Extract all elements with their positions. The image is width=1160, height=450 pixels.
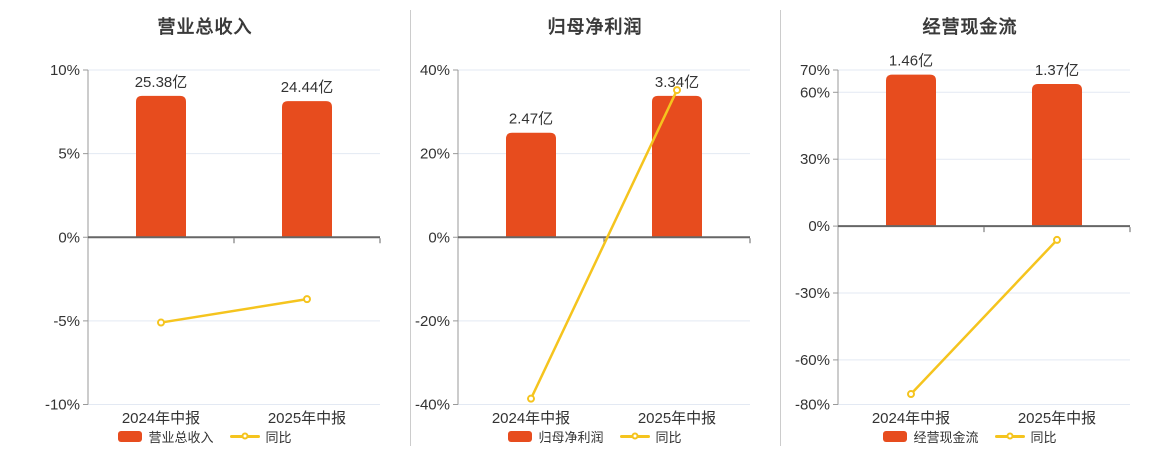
yoy-marker-2025年中报[interactable] bbox=[1053, 235, 1061, 244]
line-legend-label[interactable]: 同比 bbox=[1030, 429, 1057, 445]
y-tick-label: 5% bbox=[58, 146, 80, 163]
x-category-label: 2025年中报 bbox=[268, 410, 346, 427]
line-legend-label[interactable]: 同比 bbox=[655, 429, 682, 445]
y-tick-label: 10% bbox=[50, 62, 80, 79]
y-tick-label: -40% bbox=[415, 397, 450, 414]
bar-value-label: 3.34亿 bbox=[655, 74, 699, 91]
chart-panel-revenue: 10% 5% 0% -5% -10% 25.38亿 24.44亿 2024年中报 2025年中报… bbox=[0, 0, 410, 450]
bar-legend-label[interactable]: 归母净利润 bbox=[538, 429, 604, 445]
yoy-line[interactable] bbox=[529, 88, 679, 400]
y-tick-label: -10% bbox=[45, 397, 80, 414]
bar-legend-swatch[interactable] bbox=[118, 430, 143, 442]
chart-panel-net-profit: 40% 20% 0% -20% -40% 2.47亿 3.34亿 2024年中报 2025年中报… bbox=[410, 0, 780, 450]
y-tick-label: 40% bbox=[420, 62, 450, 79]
chart-title: 营业总收入 bbox=[157, 17, 253, 37]
bar-2025年中报[interactable] bbox=[1032, 84, 1082, 227]
y-tick-label: 20% bbox=[420, 146, 450, 163]
bar-legend-label[interactable]: 营业总收入 bbox=[148, 429, 214, 445]
chart-legend: 归母净利润 同比 bbox=[410, 428, 780, 445]
bar-value-label: 24.44亿 bbox=[281, 79, 334, 96]
net-profit-chart-canvas: 40% 20% 0% -20% -40% 2.47亿 3.34亿 2024年中报 2025年中报 bbox=[415, 62, 751, 427]
chart-title: 归母净利润 bbox=[547, 17, 643, 37]
y-tick-label: -5% bbox=[53, 313, 80, 330]
y-tick-label: -60% bbox=[795, 352, 830, 369]
bar-2025年中报[interactable] bbox=[282, 101, 332, 238]
chart-title: 经营现金流 bbox=[922, 17, 1018, 37]
revenue-chart-canvas: 10% 5% 0% -5% -10% 25.38亿 24.44亿 2024年中报 2025年中报 bbox=[45, 62, 381, 427]
bar-value-label: 1.46亿 bbox=[889, 53, 933, 70]
chart-legend: 营业总收入 同比 bbox=[0, 428, 410, 445]
legend-circle-icon bbox=[241, 432, 248, 440]
line-legend-marker[interactable] bbox=[994, 429, 1025, 443]
y-tick-label: 0% bbox=[428, 229, 450, 246]
bar-value-label: 25.38亿 bbox=[135, 74, 188, 91]
bar-2024年中报[interactable] bbox=[136, 95, 186, 238]
chart-legend: 经营现金流 同比 bbox=[780, 428, 1160, 445]
x-category-label: 2024年中报 bbox=[492, 410, 570, 427]
x-category-label: 2024年中报 bbox=[872, 410, 950, 427]
line-legend-marker[interactable] bbox=[229, 429, 260, 443]
cash-flow-chart-canvas: 70% 60% 30% 0% -30% -60% -80% 1.46亿 1.37亿 2024年中报… bbox=[795, 53, 1131, 427]
y-tick-label: -80% bbox=[795, 397, 830, 414]
yoy-marker-2025年中报[interactable] bbox=[673, 86, 681, 95]
x-category-label: 2025年中报 bbox=[638, 410, 716, 427]
legend-circle-icon bbox=[1006, 432, 1013, 440]
y-tick-label: -30% bbox=[795, 285, 830, 302]
line-legend-label[interactable]: 同比 bbox=[265, 429, 292, 445]
legend-circle-icon bbox=[631, 432, 638, 440]
bar-value-label: 2.47亿 bbox=[509, 111, 553, 128]
bar-legend-swatch[interactable] bbox=[508, 430, 533, 442]
yoy-marker-2024年中报[interactable] bbox=[907, 390, 915, 399]
y-tick-label: -20% bbox=[415, 313, 450, 330]
panel-divider bbox=[780, 10, 781, 446]
y-tick-label: 30% bbox=[800, 151, 830, 168]
y-tick-label: 0% bbox=[808, 218, 830, 235]
yoy-marker-2024年中报[interactable] bbox=[527, 394, 535, 403]
yoy-marker-2025年中报[interactable] bbox=[303, 295, 311, 304]
yoy-line[interactable] bbox=[909, 238, 1059, 396]
panel-divider bbox=[410, 10, 411, 446]
bar-legend-swatch[interactable] bbox=[883, 430, 908, 442]
y-tick-label: 70% bbox=[800, 62, 830, 79]
bar-2025年中报[interactable] bbox=[652, 95, 702, 238]
yoy-marker-2024年中报[interactable] bbox=[157, 318, 165, 327]
yoy-line[interactable] bbox=[159, 297, 309, 324]
bar-2024年中报[interactable] bbox=[886, 74, 936, 227]
bar-legend-label[interactable]: 经营现金流 bbox=[913, 429, 979, 445]
y-tick-label: 0% bbox=[58, 229, 80, 246]
y-tick-label: 60% bbox=[800, 84, 830, 101]
line-legend-marker[interactable] bbox=[619, 429, 650, 443]
x-category-label: 2025年中报 bbox=[1018, 410, 1096, 427]
bar-value-label: 1.37亿 bbox=[1035, 62, 1079, 79]
x-category-label: 2024年中报 bbox=[122, 410, 200, 427]
bar-2024年中报[interactable] bbox=[506, 132, 556, 238]
chart-panel-cash-flow: 70% 60% 30% 0% -30% -60% -80% 1.46亿 1.37亿 2024年中报… bbox=[780, 0, 1160, 450]
